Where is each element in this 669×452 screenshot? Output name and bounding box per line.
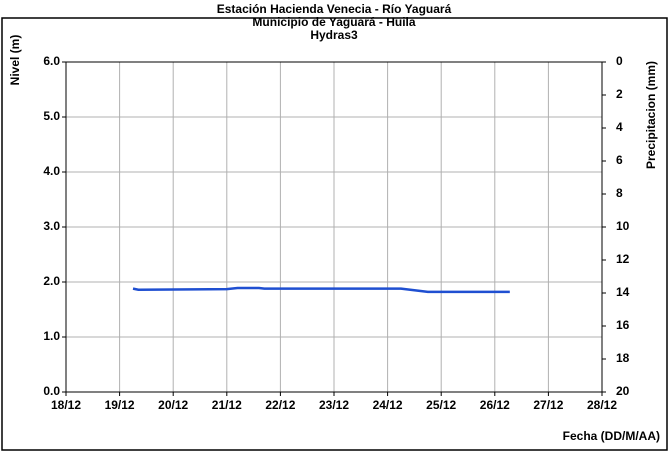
x-tick-label: 21/12: [212, 398, 242, 412]
y-axis-label: Nivel (m): [8, 35, 22, 86]
y-tick-label: 2.0: [43, 274, 60, 288]
x-tick-label: 23/12: [319, 398, 349, 412]
y2-tick-label: 12: [616, 252, 630, 266]
x-tick-label: 20/12: [158, 398, 188, 412]
y2-tick-label: 14: [616, 285, 630, 299]
y-tick-label: 3.0: [43, 219, 60, 233]
y2-tick-label: 20: [616, 384, 630, 398]
y2-tick-label: 6: [616, 153, 623, 167]
x-tick-label: 18/12: [51, 398, 81, 412]
x-tick-label: 22/12: [265, 398, 295, 412]
chart-title: Estación Hacienda Venecia - Río Yaguará: [217, 2, 452, 16]
x-axis-label: Fecha (DD/M/AA): [563, 429, 660, 443]
y2-tick-label: 0: [616, 54, 623, 68]
y-tick-label: 1.0: [43, 329, 60, 343]
y2-tick-label: 16: [616, 318, 630, 332]
y2-tick-label: 8: [616, 186, 623, 200]
y2-tick-label: 10: [616, 219, 630, 233]
y2-tick-label: 18: [616, 351, 630, 365]
y-tick-label: 4.0: [43, 164, 60, 178]
x-tick-label: 28/12: [587, 398, 617, 412]
chart-subtitle: Hydras3: [310, 28, 358, 42]
series-line: [132, 286, 510, 294]
x-tick-label: 24/12: [373, 398, 403, 412]
y2-axis-label: Precipitacion (mm): [644, 61, 658, 169]
y-tick-label: 5.0: [43, 109, 60, 123]
chart-subtitle: Municipio de Yaguará - Huila: [252, 15, 415, 29]
plot-area: [65, 61, 603, 393]
y2-tick-label: 4: [616, 120, 623, 134]
y-tick-label: 0.0: [43, 384, 60, 398]
y-tick-label: 6.0: [43, 54, 60, 68]
x-tick-label: 27/12: [533, 398, 563, 412]
x-tick-label: 25/12: [426, 398, 456, 412]
x-tick-label: 19/12: [105, 398, 135, 412]
x-tick-label: 26/12: [480, 398, 510, 412]
y2-tick-label: 2: [616, 87, 623, 101]
